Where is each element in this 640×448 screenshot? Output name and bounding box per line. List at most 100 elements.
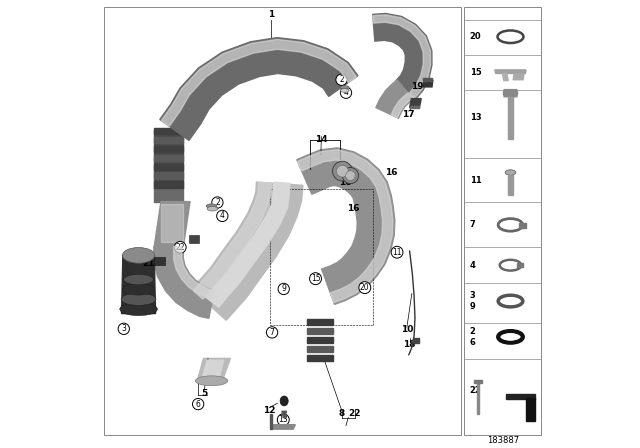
- Ellipse shape: [340, 86, 349, 89]
- Ellipse shape: [124, 274, 154, 285]
- Polygon shape: [503, 90, 518, 97]
- Polygon shape: [410, 106, 419, 108]
- Ellipse shape: [121, 293, 156, 306]
- Text: 20: 20: [360, 283, 370, 292]
- Bar: [464, 7, 541, 435]
- Polygon shape: [391, 93, 412, 118]
- Ellipse shape: [346, 171, 355, 181]
- Polygon shape: [372, 15, 431, 98]
- Text: 11: 11: [470, 176, 481, 185]
- Polygon shape: [307, 337, 333, 343]
- Ellipse shape: [206, 204, 217, 208]
- Text: 15: 15: [310, 274, 321, 283]
- Polygon shape: [154, 155, 184, 161]
- Polygon shape: [513, 74, 524, 80]
- Ellipse shape: [195, 376, 228, 386]
- Ellipse shape: [503, 262, 518, 268]
- Ellipse shape: [503, 334, 518, 340]
- Text: 22: 22: [175, 243, 185, 252]
- Text: 7: 7: [269, 328, 275, 337]
- Polygon shape: [154, 130, 184, 188]
- Polygon shape: [307, 319, 333, 325]
- Polygon shape: [307, 355, 333, 361]
- Bar: [104, 7, 461, 435]
- Ellipse shape: [502, 298, 518, 304]
- Polygon shape: [495, 70, 526, 73]
- Polygon shape: [154, 164, 184, 170]
- Text: 20: 20: [470, 32, 481, 41]
- Text: 16: 16: [385, 168, 398, 177]
- Polygon shape: [518, 223, 525, 228]
- Ellipse shape: [502, 221, 519, 228]
- Polygon shape: [526, 398, 535, 421]
- Ellipse shape: [333, 161, 352, 181]
- Polygon shape: [154, 246, 214, 318]
- Polygon shape: [307, 346, 333, 352]
- Text: 3: 3: [470, 291, 476, 300]
- Polygon shape: [423, 80, 433, 87]
- Polygon shape: [508, 97, 513, 139]
- Ellipse shape: [497, 30, 524, 43]
- Text: 15: 15: [470, 68, 481, 77]
- Polygon shape: [160, 38, 358, 140]
- Text: 8: 8: [339, 409, 344, 418]
- Text: 17: 17: [403, 110, 415, 119]
- Text: 6: 6: [470, 338, 476, 347]
- Text: 12: 12: [263, 406, 276, 415]
- Text: 16: 16: [339, 178, 352, 187]
- Ellipse shape: [498, 295, 523, 307]
- Ellipse shape: [340, 89, 349, 92]
- Ellipse shape: [502, 33, 520, 40]
- Polygon shape: [502, 73, 508, 81]
- Polygon shape: [154, 181, 184, 188]
- Polygon shape: [193, 182, 271, 299]
- Ellipse shape: [122, 247, 155, 263]
- Polygon shape: [161, 39, 356, 126]
- Bar: [189, 235, 198, 243]
- Text: 3: 3: [122, 324, 126, 333]
- Polygon shape: [516, 263, 523, 267]
- Ellipse shape: [337, 165, 348, 177]
- Text: 18: 18: [403, 340, 416, 349]
- Polygon shape: [197, 358, 230, 381]
- Polygon shape: [206, 182, 290, 307]
- Text: 2: 2: [215, 198, 220, 207]
- Text: 14: 14: [315, 135, 328, 144]
- Ellipse shape: [505, 170, 516, 175]
- Polygon shape: [477, 382, 479, 414]
- Text: 4: 4: [344, 88, 348, 97]
- Text: 21: 21: [143, 259, 155, 268]
- Polygon shape: [271, 425, 296, 429]
- Polygon shape: [154, 146, 184, 152]
- Polygon shape: [173, 246, 214, 299]
- Text: 9: 9: [281, 284, 286, 293]
- Text: 11: 11: [392, 248, 402, 257]
- Polygon shape: [154, 128, 184, 134]
- Polygon shape: [372, 13, 432, 99]
- Text: 4: 4: [470, 261, 476, 270]
- Polygon shape: [154, 202, 190, 246]
- Text: 16: 16: [347, 204, 360, 213]
- Polygon shape: [376, 80, 413, 118]
- Text: 6: 6: [196, 400, 200, 409]
- Polygon shape: [474, 380, 482, 383]
- Ellipse shape: [207, 207, 218, 211]
- Text: 13: 13: [278, 415, 288, 424]
- Polygon shape: [282, 411, 287, 418]
- Polygon shape: [423, 78, 432, 81]
- Ellipse shape: [280, 396, 288, 406]
- Ellipse shape: [500, 260, 521, 271]
- Ellipse shape: [498, 331, 523, 343]
- Polygon shape: [122, 255, 156, 314]
- Polygon shape: [508, 175, 513, 195]
- Text: 1: 1: [268, 10, 274, 19]
- Text: 2: 2: [470, 327, 476, 336]
- Ellipse shape: [342, 168, 358, 184]
- Text: 19: 19: [412, 82, 424, 90]
- Polygon shape: [307, 328, 333, 334]
- Text: 22: 22: [470, 386, 481, 395]
- Polygon shape: [270, 414, 271, 429]
- Polygon shape: [410, 99, 421, 108]
- Ellipse shape: [120, 302, 157, 316]
- Polygon shape: [154, 137, 184, 143]
